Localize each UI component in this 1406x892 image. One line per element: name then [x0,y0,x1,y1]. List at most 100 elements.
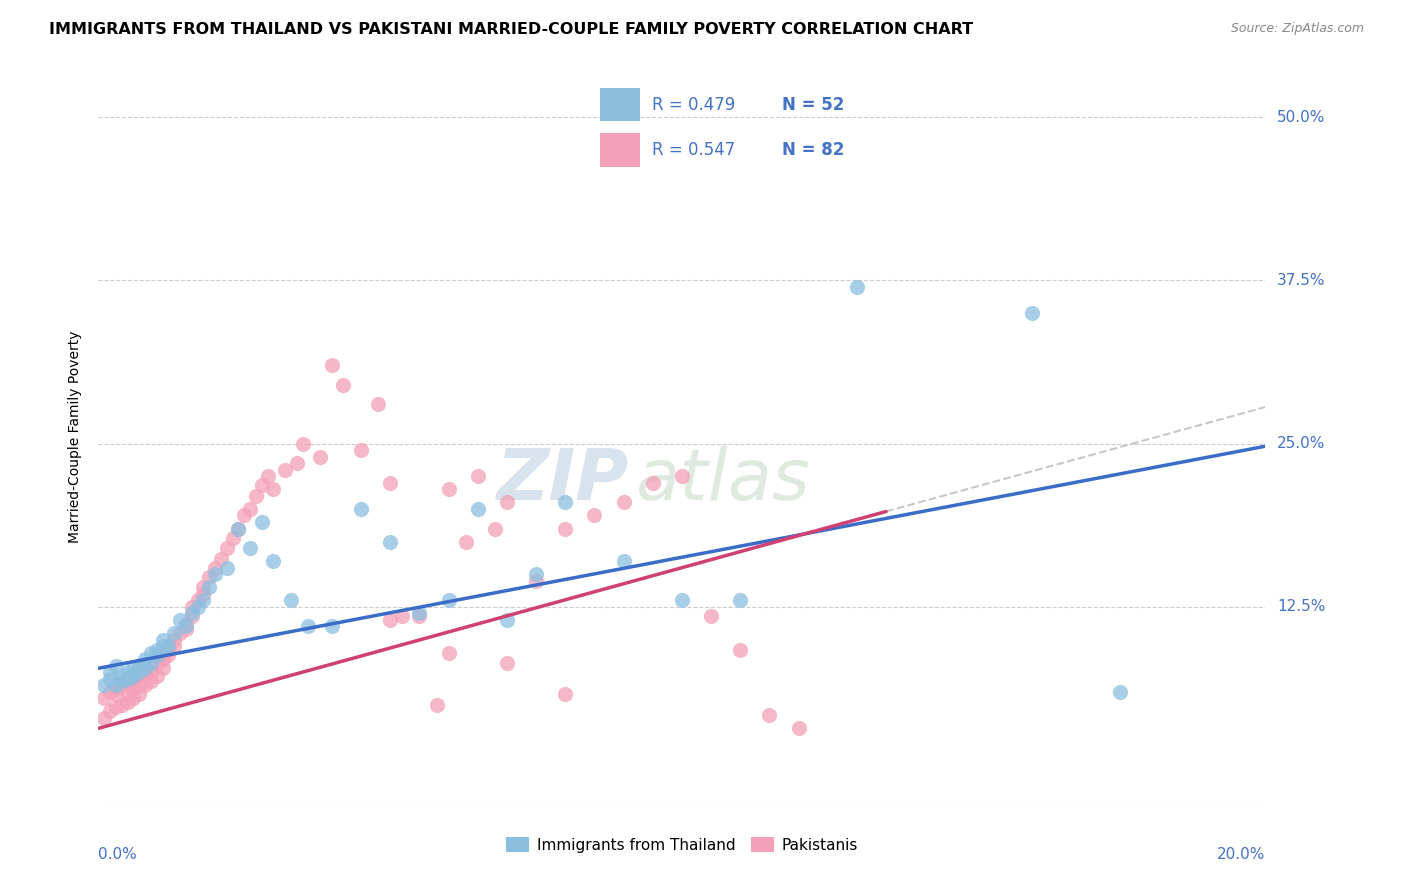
Text: N = 82: N = 82 [782,141,845,159]
Point [117,672,139,686]
Point [262,554,284,568]
Point [641,475,664,490]
Text: 0.0%: 0.0% [98,847,138,862]
Point [117,665,139,680]
Point [174,616,197,631]
Text: 12.5%: 12.5% [1277,599,1326,615]
Point [98,672,121,686]
Y-axis label: Married-Couple Family Poverty: Married-Couple Family Poverty [69,331,83,543]
Text: R = 0.547: R = 0.547 [652,141,735,159]
Point [730,643,752,657]
Text: 25.0%: 25.0% [1277,436,1326,451]
Point [408,607,430,621]
Point [256,469,278,483]
Point [152,639,174,653]
Point [134,661,156,675]
Point [93,678,115,692]
Point [122,661,145,675]
Point [204,567,226,582]
Text: R = 0.479: R = 0.479 [652,95,735,114]
Point [163,639,186,653]
Point [104,678,127,692]
Point [111,669,134,683]
Point [193,580,215,594]
Point [350,443,373,458]
Point [700,609,723,624]
Point [128,687,150,701]
Text: 50.0%: 50.0% [1277,110,1326,125]
Text: IMMIGRANTS FROM THAILAND VS PAKISTANI MARRIED-COUPLE FAMILY POVERTY CORRELATION : IMMIGRANTS FROM THAILAND VS PAKISTANI MA… [49,22,973,37]
Point [93,711,115,725]
Point [98,685,121,699]
Point [233,508,256,523]
Point [134,665,156,680]
Point [139,656,162,670]
Point [122,672,145,686]
Point [285,456,308,470]
Point [204,560,226,574]
Point [128,658,150,673]
Point [321,358,343,372]
Text: ZIP: ZIP [498,447,630,516]
Point [169,626,191,640]
Point [321,619,343,633]
Point [391,609,413,624]
Point [174,619,197,633]
Point [1108,685,1130,699]
Point [157,643,180,657]
Point [163,632,186,647]
Point [139,658,162,673]
Point [239,541,262,555]
Point [228,521,250,535]
Point [228,521,250,535]
Point [104,682,127,697]
Point [426,698,449,712]
Point [554,521,576,535]
Point [174,622,197,636]
Point [111,698,134,712]
Point [209,551,232,566]
Point [122,669,145,683]
Point [104,687,127,701]
Point [467,469,489,483]
Point [198,570,221,584]
Point [671,469,693,483]
Point [380,613,402,627]
Point [215,541,238,555]
Point [152,652,174,666]
Point [117,695,139,709]
Legend: Immigrants from Thailand, Pakistanis: Immigrants from Thailand, Pakistanis [502,832,862,857]
Point [98,705,121,719]
Point [408,609,430,624]
Point [117,674,139,689]
Point [152,632,174,647]
Point [454,534,477,549]
Point [787,722,810,736]
Point [380,475,402,490]
Point [262,483,284,497]
Point [157,648,180,663]
Point [104,658,127,673]
Point [554,495,576,509]
Point [496,495,519,509]
Point [180,609,202,624]
Point [215,560,238,574]
Point [146,643,169,657]
Point [496,613,519,627]
Point [437,483,460,497]
Point [437,646,460,660]
Text: atlas: atlas [636,447,810,516]
Point [496,656,519,670]
Point [139,674,162,689]
Point [104,700,127,714]
Point [134,678,156,692]
Point [524,567,547,582]
Text: Source: ZipAtlas.com: Source: ZipAtlas.com [1230,22,1364,36]
Point [139,665,162,680]
Point [758,708,780,723]
Point [122,691,145,706]
Text: 20.0%: 20.0% [1218,847,1265,862]
Point [187,599,209,614]
Point [146,648,169,663]
Point [146,656,169,670]
